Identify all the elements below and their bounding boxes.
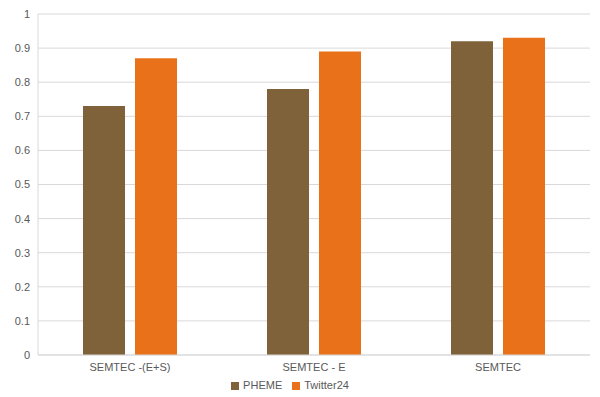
svg-text:0: 0 [24,349,30,361]
svg-text:1: 1 [24,8,30,20]
svg-text:SEMTEC - E: SEMTEC - E [283,361,346,373]
svg-text:SEMTEC: SEMTEC [475,361,521,373]
svg-text:0.4: 0.4 [15,213,30,225]
html-text:PHEME: PHEME [243,379,283,391]
svg-text:0.1: 0.1 [15,315,30,327]
svg-text:0.5: 0.5 [15,178,30,190]
svg-text:SEMTEC -(E+S): SEMTEC -(E+S) [90,361,171,373]
svg-text:0.8: 0.8 [15,76,30,88]
svg-text:0.2: 0.2 [15,281,30,293]
html-text:Twitter24: Twitter24 [304,379,349,391]
svg-text:0.7: 0.7 [15,110,30,122]
svg-text:0.6: 0.6 [15,144,30,156]
svg-text:0.3: 0.3 [15,247,30,259]
svg-text:0.9: 0.9 [15,42,30,54]
